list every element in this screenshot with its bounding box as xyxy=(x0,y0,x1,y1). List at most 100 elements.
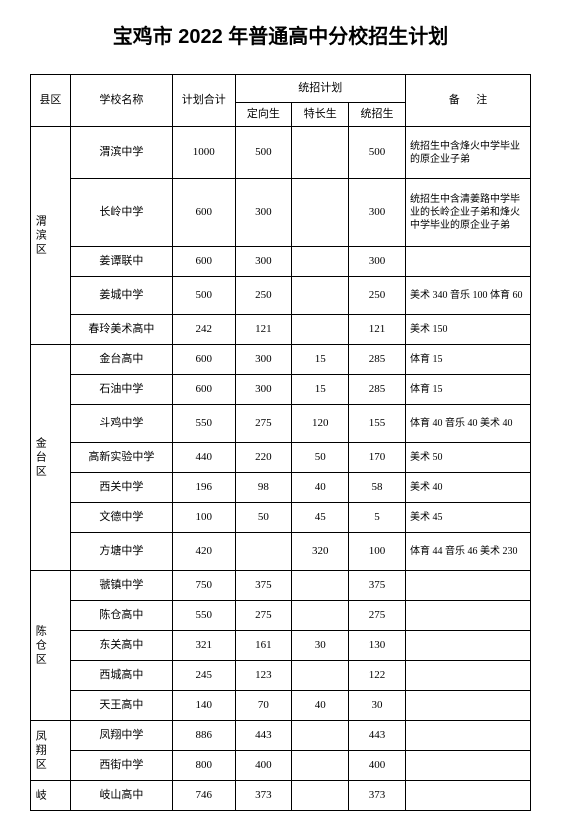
tz-cell: 300 xyxy=(349,179,406,247)
remark-cell xyxy=(405,247,530,277)
remark-cell: 美术 50 xyxy=(405,443,530,473)
tz-cell: 500 xyxy=(349,127,406,179)
school-cell: 姜城中学 xyxy=(70,277,172,315)
remark-cell: 体育 44 音乐 46 美术 230 xyxy=(405,533,530,571)
school-cell: 东关高中 xyxy=(70,631,172,661)
tz-cell: 275 xyxy=(349,601,406,631)
header-tongzhao-plan: 统招计划 xyxy=(235,75,405,103)
tz-cell: 300 xyxy=(349,247,406,277)
tc-cell xyxy=(292,315,349,345)
dx-cell: 50 xyxy=(235,503,292,533)
table-row: 西街中学800400400 xyxy=(31,751,531,781)
table-row: 姜谭联中600300300 xyxy=(31,247,531,277)
remark-cell xyxy=(405,631,530,661)
total-cell: 886 xyxy=(173,721,235,751)
remark-cell: 美术 340 音乐 100 体育 60 xyxy=(405,277,530,315)
remark-cell xyxy=(405,721,530,751)
tz-cell: 121 xyxy=(349,315,406,345)
remark-cell: 体育 15 xyxy=(405,375,530,405)
tc-cell: 40 xyxy=(292,691,349,721)
dx-cell: 375 xyxy=(235,571,292,601)
remark-cell: 美术 40 xyxy=(405,473,530,503)
dx-cell: 300 xyxy=(235,375,292,405)
school-cell: 高新实验中学 xyxy=(70,443,172,473)
school-cell: 渭滨中学 xyxy=(70,127,172,179)
school-cell: 天王高中 xyxy=(70,691,172,721)
tz-cell: 58 xyxy=(349,473,406,503)
tc-cell xyxy=(292,247,349,277)
tc-cell: 45 xyxy=(292,503,349,533)
tc-cell xyxy=(292,571,349,601)
dx-cell: 443 xyxy=(235,721,292,751)
tc-cell xyxy=(292,127,349,179)
school-cell: 西街中学 xyxy=(70,751,172,781)
dx-cell: 250 xyxy=(235,277,292,315)
table-row: 高新实验中学44022050170美术 50 xyxy=(31,443,531,473)
table-row: 长岭中学600300300统招生中含清姜路中学毕业的长岭企业子弟和烽火中学毕业的… xyxy=(31,179,531,247)
remark-cell: 美术 45 xyxy=(405,503,530,533)
remark-cell xyxy=(405,601,530,631)
total-cell: 746 xyxy=(173,781,235,811)
table-row: 凤翔区凤翔中学886443443 xyxy=(31,721,531,751)
tc-cell: 15 xyxy=(292,375,349,405)
table-row: 姜城中学500250250美术 340 音乐 100 体育 60 xyxy=(31,277,531,315)
dx-cell xyxy=(235,533,292,571)
total-cell: 420 xyxy=(173,533,235,571)
page-title: 宝鸡市 2022 年普通高中分校招生计划 xyxy=(30,20,531,49)
header-district: 县区 xyxy=(31,75,71,127)
total-cell: 1000 xyxy=(173,127,235,179)
total-cell: 600 xyxy=(173,247,235,277)
dx-cell: 400 xyxy=(235,751,292,781)
remark-cell: 体育 15 xyxy=(405,345,530,375)
table-row: 陈仓区虢镇中学750375375 xyxy=(31,571,531,601)
table-row: 斗鸡中学550275120155体育 40 音乐 40 美术 40 xyxy=(31,405,531,443)
tc-cell xyxy=(292,179,349,247)
dx-cell: 275 xyxy=(235,601,292,631)
district-cell: 凤翔区 xyxy=(31,721,71,781)
enrollment-table: 县区 学校名称 计划合计 统招计划 备 注 定向生 特长生 统招生 渭滨区渭滨中… xyxy=(30,74,531,811)
table-row: 金台区金台高中60030015285体育 15 xyxy=(31,345,531,375)
school-cell: 西城高中 xyxy=(70,661,172,691)
table-row: 石油中学60030015285体育 15 xyxy=(31,375,531,405)
header-plan-total: 计划合计 xyxy=(173,75,235,127)
total-cell: 600 xyxy=(173,179,235,247)
tc-cell: 120 xyxy=(292,405,349,443)
tc-cell xyxy=(292,781,349,811)
tz-cell: 375 xyxy=(349,571,406,601)
tz-cell: 155 xyxy=(349,405,406,443)
dx-cell: 121 xyxy=(235,315,292,345)
remark-cell xyxy=(405,781,530,811)
total-cell: 100 xyxy=(173,503,235,533)
header-tongzhao: 统招生 xyxy=(349,103,406,127)
total-cell: 550 xyxy=(173,601,235,631)
remark-cell: 美术 150 xyxy=(405,315,530,345)
table-row: 西关中学196984058美术 40 xyxy=(31,473,531,503)
remark-cell: 统招生中含烽火中学毕业的原企业子弟 xyxy=(405,127,530,179)
tc-cell: 320 xyxy=(292,533,349,571)
school-cell: 岐山高中 xyxy=(70,781,172,811)
total-cell: 140 xyxy=(173,691,235,721)
total-cell: 440 xyxy=(173,443,235,473)
dx-cell: 500 xyxy=(235,127,292,179)
school-cell: 凤翔中学 xyxy=(70,721,172,751)
table-row: 陈仓高中550275275 xyxy=(31,601,531,631)
dx-cell: 161 xyxy=(235,631,292,661)
tz-cell: 5 xyxy=(349,503,406,533)
remark-cell: 统招生中含清姜路中学毕业的长岭企业子弟和烽火中学毕业的原企业子弟 xyxy=(405,179,530,247)
tc-cell: 50 xyxy=(292,443,349,473)
school-cell: 西关中学 xyxy=(70,473,172,503)
tz-cell: 122 xyxy=(349,661,406,691)
tz-cell: 30 xyxy=(349,691,406,721)
tz-cell: 400 xyxy=(349,751,406,781)
header-remark: 备 注 xyxy=(405,75,530,127)
total-cell: 750 xyxy=(173,571,235,601)
total-cell: 600 xyxy=(173,345,235,375)
district-cell: 岐 xyxy=(31,781,71,811)
district-cell: 金台区 xyxy=(31,345,71,571)
header-techang: 特长生 xyxy=(292,103,349,127)
total-cell: 242 xyxy=(173,315,235,345)
tc-cell: 40 xyxy=(292,473,349,503)
school-cell: 虢镇中学 xyxy=(70,571,172,601)
remark-cell xyxy=(405,751,530,781)
header-dingxiang: 定向生 xyxy=(235,103,292,127)
